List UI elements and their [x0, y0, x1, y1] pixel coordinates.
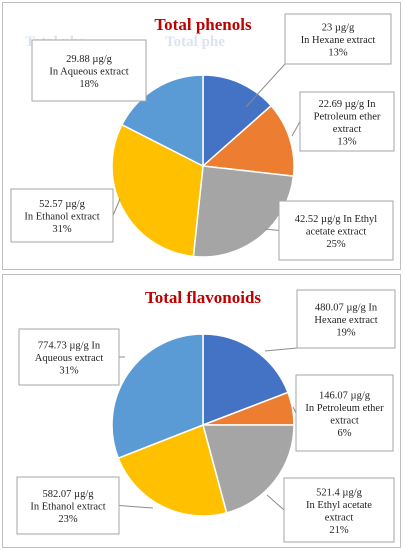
chart-title: Total flavonoids	[145, 288, 261, 307]
data-label-box	[295, 374, 394, 452]
pie-slice-5	[120, 74, 204, 168]
data-label-text: 774.73 µg/g In	[38, 341, 101, 352]
data-label-text: In Ethyl acetate	[306, 500, 372, 511]
data-label-text: 29.88 µg/g	[66, 54, 112, 65]
data-label-text: In Hexane extract	[301, 35, 376, 46]
data-label-text: 23 µg/g	[322, 23, 355, 34]
data-label-text: 31%	[52, 224, 72, 235]
label-leader-line	[264, 347, 298, 352]
data-label-box	[31, 39, 147, 102]
data-label-text: 25%	[326, 239, 346, 250]
chart-title: Total phenols	[154, 15, 252, 34]
data-label-text: 13%	[337, 136, 357, 147]
data-label-text: 18%	[79, 79, 99, 90]
data-label-text: 31%	[59, 366, 79, 377]
pie-slice-2	[201, 104, 295, 177]
data-label-text: Hexane extract	[314, 315, 377, 326]
data-label-text: 146.07 µg/g	[319, 390, 371, 401]
data-label-text: 42.52 µg/g In Ethyl	[295, 214, 378, 225]
label-leader-line	[118, 505, 154, 509]
data-label-text: Aqueous extract	[35, 353, 104, 364]
data-label-box	[16, 476, 120, 535]
data-label-text: 13%	[328, 48, 348, 59]
data-label-box	[284, 13, 392, 65]
data-label-text: 23%	[58, 514, 78, 525]
data-label-text: In Ethanol extract	[30, 502, 105, 513]
data-label-text: 521.4 µg/g	[316, 487, 362, 498]
data-label-text: Petroleum ether	[314, 111, 381, 122]
data-label-text: 582.07 µg/g	[43, 489, 95, 500]
data-label-box	[296, 289, 396, 349]
data-label-text: extract	[325, 512, 354, 523]
data-label-text: In Petroleum ether	[305, 403, 384, 414]
data-label-text: extract	[330, 415, 359, 426]
data-label-box	[299, 91, 395, 152]
data-label-box	[283, 477, 395, 543]
label-leader-line	[291, 121, 301, 137]
pie-slice-4	[111, 123, 204, 258]
data-label-text: 480.07 µg/g In	[315, 303, 378, 314]
data-label-text: 21%	[329, 525, 349, 536]
pie-slice-1	[202, 333, 289, 427]
ghost-title-text: Total phe	[165, 34, 225, 50]
data-label-box	[278, 200, 394, 261]
data-label-text: extract	[333, 124, 362, 135]
data-label-text: acetate extract	[306, 227, 366, 238]
pie-slice-3	[192, 165, 295, 258]
label-leader-line	[245, 63, 286, 108]
data-label-box	[18, 328, 120, 386]
data-label-text: In Ethanol extract	[24, 212, 99, 223]
data-label-text: 19%	[336, 328, 356, 339]
label-leader-line	[112, 198, 121, 216]
pie-slice-5	[111, 333, 204, 460]
data-label-text: In Aqueous extract	[49, 67, 128, 78]
data-label-box	[10, 188, 114, 243]
label-leader-line	[266, 494, 285, 511]
label-leader-line	[264, 228, 280, 231]
data-label-text: 52.57 µg/g	[39, 199, 85, 210]
pie-slice-3	[202, 424, 295, 514]
data-label-text: 22.69 µg/g In	[318, 99, 376, 110]
data-label-text: 6%	[338, 428, 352, 439]
flavonoids-chart-panel: Total flavonoids 480.07 µg/g In Hexane ext…	[2, 274, 401, 548]
